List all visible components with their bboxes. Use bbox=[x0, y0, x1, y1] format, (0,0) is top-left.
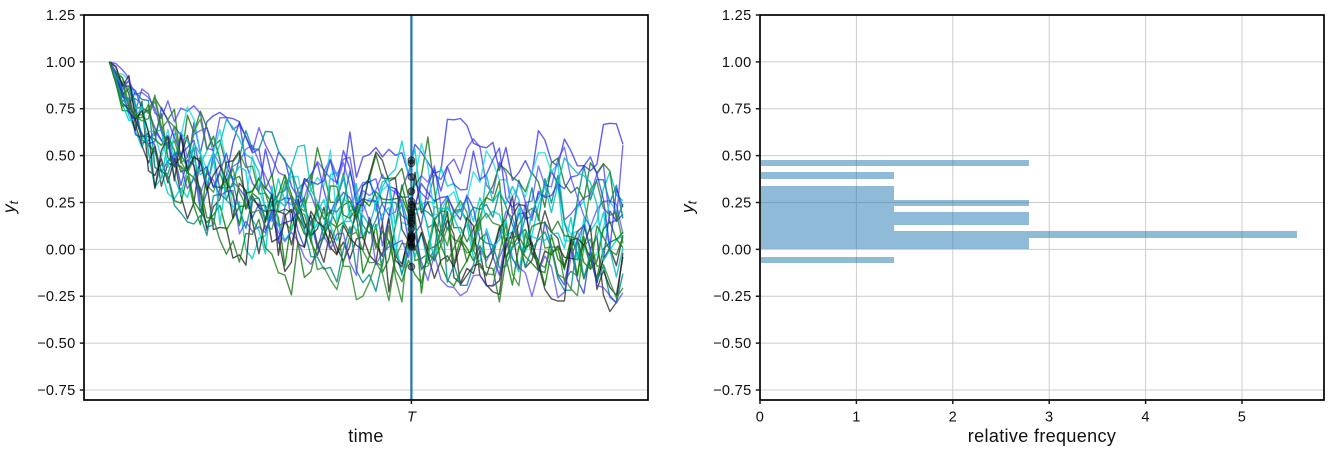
svg-text:−0.50: −0.50 bbox=[37, 336, 75, 352]
svg-text:0.25: 0.25 bbox=[46, 195, 76, 211]
svg-text:−0.75: −0.75 bbox=[713, 383, 751, 399]
svg-text:2: 2 bbox=[949, 409, 957, 425]
svg-text:0: 0 bbox=[756, 409, 764, 425]
svg-text:relative frequency: relative frequency bbox=[968, 426, 1116, 446]
svg-text:3: 3 bbox=[1045, 409, 1053, 425]
svg-text:−0.75: −0.75 bbox=[37, 383, 75, 399]
svg-text:0.00: 0.00 bbox=[46, 242, 76, 258]
svg-text:−0.50: −0.50 bbox=[713, 336, 751, 352]
svg-text:0.50: 0.50 bbox=[722, 149, 752, 165]
svg-text:0.75: 0.75 bbox=[722, 102, 752, 118]
svg-text:0.75: 0.75 bbox=[46, 102, 76, 118]
svg-text:0.25: 0.25 bbox=[722, 195, 752, 211]
svg-text:−0.25: −0.25 bbox=[713, 289, 751, 305]
svg-text:−0.25: −0.25 bbox=[37, 289, 75, 305]
svg-text:T: T bbox=[407, 409, 417, 425]
svg-text:time: time bbox=[348, 426, 383, 446]
svg-text:4: 4 bbox=[1141, 409, 1149, 425]
svg-text:1: 1 bbox=[852, 409, 860, 425]
svg-text:0.00: 0.00 bbox=[722, 242, 752, 258]
svg-text:1.00: 1.00 bbox=[722, 55, 752, 71]
svg-text:1.25: 1.25 bbox=[722, 8, 752, 24]
svg-text:5: 5 bbox=[1238, 409, 1246, 425]
svg-text:0.50: 0.50 bbox=[46, 149, 76, 165]
svg-text:1.25: 1.25 bbox=[46, 8, 76, 24]
svg-text:1.00: 1.00 bbox=[46, 55, 76, 71]
